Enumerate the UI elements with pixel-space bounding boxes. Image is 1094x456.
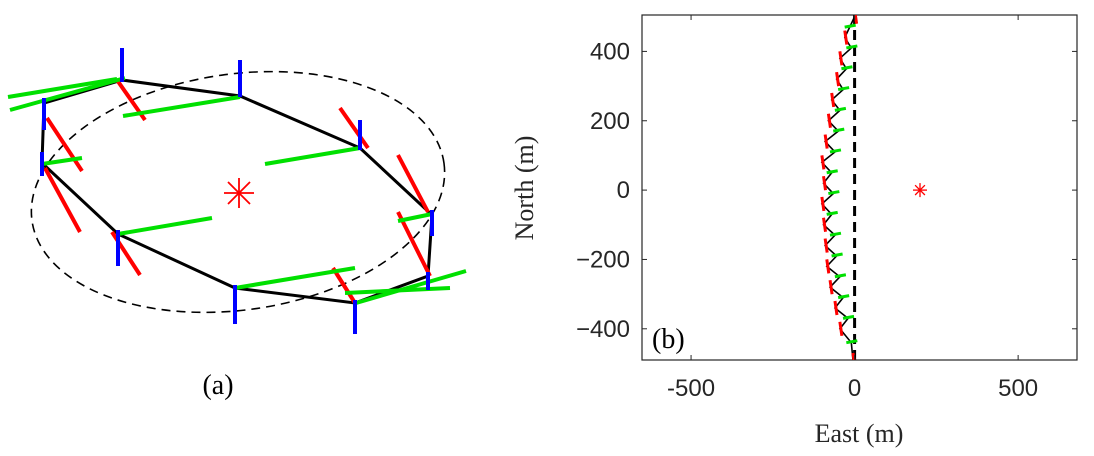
frame-x-axis <box>338 106 370 150</box>
frame-y-marker <box>846 44 858 50</box>
frame-x-marker <box>820 196 826 212</box>
plot-area <box>641 14 1078 361</box>
frame-y-marker <box>846 339 858 345</box>
frame-z-axes <box>40 48 434 334</box>
x-tick-label: 500 <box>998 375 1038 402</box>
frame-y-marker <box>837 86 850 92</box>
asterisk-stroke <box>914 184 926 196</box>
frame-x-marker <box>851 352 856 360</box>
frame-x-marker <box>823 134 829 149</box>
frame-y-axes <box>7 76 467 305</box>
frame-x-marker <box>823 238 829 253</box>
y-tick-label: 200 <box>590 108 630 135</box>
frame-x-axis <box>45 116 84 173</box>
frame-y-marker <box>826 210 838 216</box>
frame-y-marker <box>837 294 850 300</box>
center-asterisk-a <box>224 178 254 208</box>
frame-y-axis <box>234 266 356 290</box>
frame-y-marker <box>841 65 853 71</box>
frame-x-marker <box>838 51 844 66</box>
frame-y-axis <box>397 212 433 223</box>
frame-y-marker <box>829 148 842 154</box>
panel-a-label: (a) <box>202 370 233 401</box>
y-tick-label: 400 <box>590 38 630 65</box>
center-asterisk-b <box>913 183 928 198</box>
frame-x-marker <box>826 113 832 128</box>
frame-y-marker <box>844 23 856 29</box>
frame-x-marker <box>825 259 831 274</box>
frame-y-axis <box>117 216 213 236</box>
frame-x-marker <box>838 321 844 337</box>
frame-y-axis <box>355 269 467 305</box>
frame-y-marker <box>828 190 840 196</box>
frame-x-axis <box>43 167 82 233</box>
frame-y-axis <box>122 95 241 118</box>
x-tick-label: 0 <box>848 375 861 402</box>
frame-x-axis <box>396 154 430 213</box>
y-tick-label: −200 <box>576 246 630 273</box>
x-axis-label: East (m) <box>815 419 904 448</box>
frame-y-marker <box>834 273 847 279</box>
frame-x-axis <box>331 266 357 305</box>
y-tick-label: −400 <box>576 316 630 343</box>
frame-y-marker <box>834 106 847 112</box>
panel-a-diagram: (a) <box>7 48 467 401</box>
frame-x-marker <box>822 217 828 232</box>
frame-y-axis <box>9 76 126 112</box>
y-axis-label: North (m) <box>510 136 539 241</box>
frame-x-marker <box>820 155 826 170</box>
reference-ellipse <box>30 70 446 314</box>
frame-y-axis <box>41 156 83 166</box>
frame-y-marker <box>842 314 855 320</box>
frame-y-marker <box>826 169 838 175</box>
panel-b-label: (b) <box>652 324 685 355</box>
frame-x-marker <box>853 15 859 24</box>
frame-y-axis <box>264 146 361 166</box>
frame-x-marker <box>835 71 841 87</box>
frame-y-axis <box>7 77 118 99</box>
frame-x-axes <box>43 78 432 305</box>
x-tick-label: -500 <box>667 375 715 402</box>
frame-y-marker <box>829 231 842 237</box>
frame-x-marker <box>828 279 834 295</box>
frame-x-axis <box>396 211 432 277</box>
frame-y-marker <box>831 252 843 258</box>
frame-x-marker <box>843 30 849 45</box>
y-tick-label: 0 <box>617 177 630 204</box>
panel-b-plot: -500 0 500 −400 −200 0 200 400 (b) East (m) Nor… <box>510 14 1078 448</box>
frame-x-marker <box>833 300 839 316</box>
frame-x-marker <box>830 92 836 108</box>
frame-x-marker <box>822 175 828 191</box>
frame-y-marker <box>832 127 845 133</box>
